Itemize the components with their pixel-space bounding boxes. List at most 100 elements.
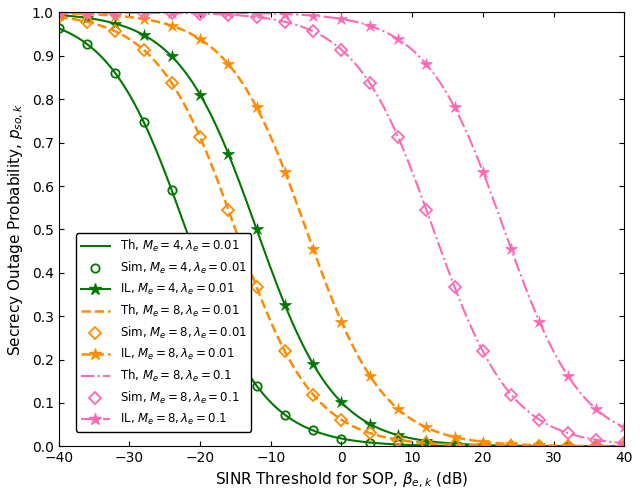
Th, $M_e = 8, \lambda_e = 0.01$ [55, 14, 63, 20]
IL, $M_e = 4, \lambda_e = 0.01$ [168, 54, 175, 60]
IL, $M_e = 4, \lambda_e = 0.01$ [55, 12, 63, 18]
IL, $M_e = 8, \lambda_e = 0.01$ [536, 442, 543, 448]
Line: Sim, $M_e = 8, \lambda_e = 0.1$: Sim, $M_e = 8, \lambda_e = 0.1$ [54, 8, 628, 447]
Sim, $M_e = 8, \lambda_e = 0.1$ [83, 9, 91, 15]
Sim, $M_e = 4, \lambda_e = 0.01$ [394, 441, 402, 447]
IL, $M_e = 8, \lambda_e = 0.01$ [564, 443, 572, 449]
IL, $M_e = 8, \lambda_e = 0.01$ [394, 406, 402, 412]
Sim, $M_e = 8, \lambda_e = 0.01$ [422, 440, 430, 446]
Sim, $M_e = 8, \lambda_e = 0.01$ [508, 443, 515, 449]
Sim, $M_e = 8, \lambda_e = 0.1$ [592, 437, 600, 443]
IL, $M_e = 4, \lambda_e = 0.01$ [422, 438, 430, 444]
Line: Th, $M_e = 8, \lambda_e = 0.1$: Th, $M_e = 8, \lambda_e = 0.1$ [59, 12, 624, 443]
IL, $M_e = 8, \lambda_e = 0.1$ [55, 9, 63, 15]
IL, $M_e = 8, \lambda_e = 0.01$ [168, 23, 175, 29]
Th, $M_e = 4, \lambda_e = 0.01$ [315, 429, 323, 435]
Th, $M_e = 4, \lambda_e = 0.01$ [330, 434, 337, 440]
IL, $M_e = 8, \lambda_e = 0.1$ [508, 246, 515, 252]
IL, $M_e = 8, \lambda_e = 0.1$ [394, 36, 402, 42]
Th, $M_e = 4, \lambda_e = 0.01$ [84, 41, 92, 47]
Sim, $M_e = 4, \lambda_e = 0.01$ [451, 443, 458, 449]
Sim, $M_e = 8, \lambda_e = 0.1$ [309, 28, 317, 34]
Th, $M_e = 8, \lambda_e = 0.1$ [55, 9, 63, 15]
IL, $M_e = 8, \lambda_e = 0.01$ [479, 439, 487, 445]
IL, $M_e = 8, \lambda_e = 0.01$ [309, 246, 317, 252]
IL, $M_e = 8, \lambda_e = 0.01$ [111, 12, 119, 18]
IL, $M_e = 8, \lambda_e = 0.01$ [225, 61, 232, 67]
IL, $M_e = 8, \lambda_e = 0.1$ [281, 11, 289, 17]
IL, $M_e = 4, \lambda_e = 0.01$ [479, 442, 487, 448]
Sim, $M_e = 8, \lambda_e = 0.1$ [225, 11, 232, 17]
IL, $M_e = 4, \lambda_e = 0.01$ [140, 32, 147, 38]
Sim, $M_e = 4, \lambda_e = 0.01$ [620, 443, 628, 449]
IL, $M_e = 4, \lambda_e = 0.01$ [196, 91, 204, 97]
IL, $M_e = 4, \lambda_e = 0.01$ [281, 302, 289, 308]
X-axis label: SINR Threshold for SOP, $\beta_{e,k}$ (dB): SINR Threshold for SOP, $\beta_{e,k}$ (d… [215, 471, 468, 490]
IL, $M_e = 8, \lambda_e = 0.1$ [83, 9, 91, 15]
Th, $M_e = 4, \lambda_e = 0.01$ [604, 443, 611, 449]
IL, $M_e = 8, \lambda_e = 0.1$ [196, 9, 204, 15]
IL, $M_e = 8, \lambda_e = 0.01$ [366, 373, 374, 379]
IL, $M_e = 8, \lambda_e = 0.01$ [196, 36, 204, 42]
IL, $M_e = 4, \lambda_e = 0.01$ [225, 151, 232, 157]
IL, $M_e = 8, \lambda_e = 0.01$ [140, 16, 147, 22]
Sim, $M_e = 8, \lambda_e = 0.1$ [253, 14, 260, 20]
IL, $M_e = 4, \lambda_e = 0.01$ [253, 227, 260, 233]
IL, $M_e = 4, \lambda_e = 0.01$ [508, 443, 515, 449]
Sim, $M_e = 8, \lambda_e = 0.1$ [422, 207, 430, 213]
Sim, $M_e = 8, \lambda_e = 0.01$ [253, 284, 260, 290]
Sim, $M_e = 8, \lambda_e = 0.1$ [168, 10, 175, 16]
IL, $M_e = 4, \lambda_e = 0.01$ [394, 432, 402, 438]
Th, $M_e = 8, \lambda_e = 0.01$ [500, 443, 508, 449]
Th, $M_e = 4, \lambda_e = 0.01$ [55, 25, 63, 31]
Sim, $M_e = 8, \lambda_e = 0.01$ [111, 28, 119, 34]
IL, $M_e = 8, \lambda_e = 0.01$ [592, 443, 600, 449]
Sim, $M_e = 8, \lambda_e = 0.1$ [620, 440, 628, 446]
Th, $M_e = 8, \lambda_e = 0.01$ [620, 443, 628, 449]
IL, $M_e = 8, \lambda_e = 0.1$ [140, 9, 147, 15]
Th, $M_e = 8, \lambda_e = 0.1$ [500, 383, 508, 389]
IL, $M_e = 8, \lambda_e = 0.1$ [225, 10, 232, 16]
Th, $M_e = 8, \lambda_e = 0.01$ [604, 443, 611, 449]
IL, $M_e = 8, \lambda_e = 0.1$ [479, 168, 487, 174]
Th, $M_e = 8, \lambda_e = 0.01$ [330, 411, 337, 417]
IL, $M_e = 8, \lambda_e = 0.1$ [592, 406, 600, 412]
Sim, $M_e = 4, \lambda_e = 0.01$ [479, 443, 487, 449]
Sim, $M_e = 8, \lambda_e = 0.01$ [168, 80, 175, 86]
Th, $M_e = 8, \lambda_e = 0.01$ [84, 19, 92, 25]
IL, $M_e = 4, \lambda_e = 0.01$ [620, 443, 628, 449]
Sim, $M_e = 8, \lambda_e = 0.01$ [592, 443, 600, 449]
Sim, $M_e = 8, \lambda_e = 0.1$ [55, 9, 63, 15]
Th, $M_e = 8, \lambda_e = 0.1$ [315, 31, 323, 37]
IL, $M_e = 8, \lambda_e = 0.01$ [281, 168, 289, 174]
Th, $M_e = 8, \lambda_e = 0.1$ [604, 438, 612, 444]
IL, $M_e = 4, \lambda_e = 0.01$ [451, 441, 458, 447]
Y-axis label: Secrecy Outage Probability, $p_{so,k}$: Secrecy Outage Probability, $p_{so,k}$ [7, 103, 26, 356]
IL, $M_e = 4, \lambda_e = 0.01$ [366, 421, 374, 427]
Sim, $M_e = 8, \lambda_e = 0.01$ [536, 443, 543, 449]
Th, $M_e = 4, \lambda_e = 0.01$ [500, 443, 508, 449]
Sim, $M_e = 8, \lambda_e = 0.01$ [394, 437, 402, 443]
IL, $M_e = 8, \lambda_e = 0.1$ [536, 319, 543, 325]
Sim, $M_e = 8, \lambda_e = 0.01$ [338, 416, 346, 422]
Sim, $M_e = 8, \lambda_e = 0.1$ [564, 430, 572, 436]
IL, $M_e = 8, \lambda_e = 0.1$ [366, 23, 374, 29]
Sim, $M_e = 8, \lambda_e = 0.01$ [366, 430, 374, 436]
IL, $M_e = 4, \lambda_e = 0.01$ [592, 443, 600, 449]
Line: IL, $M_e = 8, \lambda_e = 0.01$: IL, $M_e = 8, \lambda_e = 0.01$ [52, 7, 630, 452]
Sim, $M_e = 4, \lambda_e = 0.01$ [564, 443, 572, 449]
Th, $M_e = 8, \lambda_e = 0.1$ [330, 40, 337, 46]
Line: Sim, $M_e = 8, \lambda_e = 0.01$: Sim, $M_e = 8, \lambda_e = 0.01$ [54, 13, 628, 450]
IL, $M_e = 8, \lambda_e = 0.1$ [338, 16, 346, 22]
IL, $M_e = 8, \lambda_e = 0.1$ [620, 424, 628, 430]
Sim, $M_e = 4, \lambda_e = 0.01$ [508, 443, 515, 449]
IL, $M_e = 8, \lambda_e = 0.01$ [508, 441, 515, 447]
Sim, $M_e = 8, \lambda_e = 0.1$ [111, 9, 119, 15]
Sim, $M_e = 4, \lambda_e = 0.01$ [225, 334, 232, 340]
Th, $M_e = 8, \lambda_e = 0.01$ [604, 443, 612, 449]
IL, $M_e = 4, \lambda_e = 0.01$ [338, 400, 346, 406]
Line: Sim, $M_e = 4, \lambda_e = 0.01$: Sim, $M_e = 4, \lambda_e = 0.01$ [54, 24, 628, 450]
IL, $M_e = 8, \lambda_e = 0.1$ [168, 9, 175, 15]
Sim, $M_e = 8, \lambda_e = 0.01$ [196, 134, 204, 140]
Sim, $M_e = 8, \lambda_e = 0.1$ [366, 80, 374, 86]
